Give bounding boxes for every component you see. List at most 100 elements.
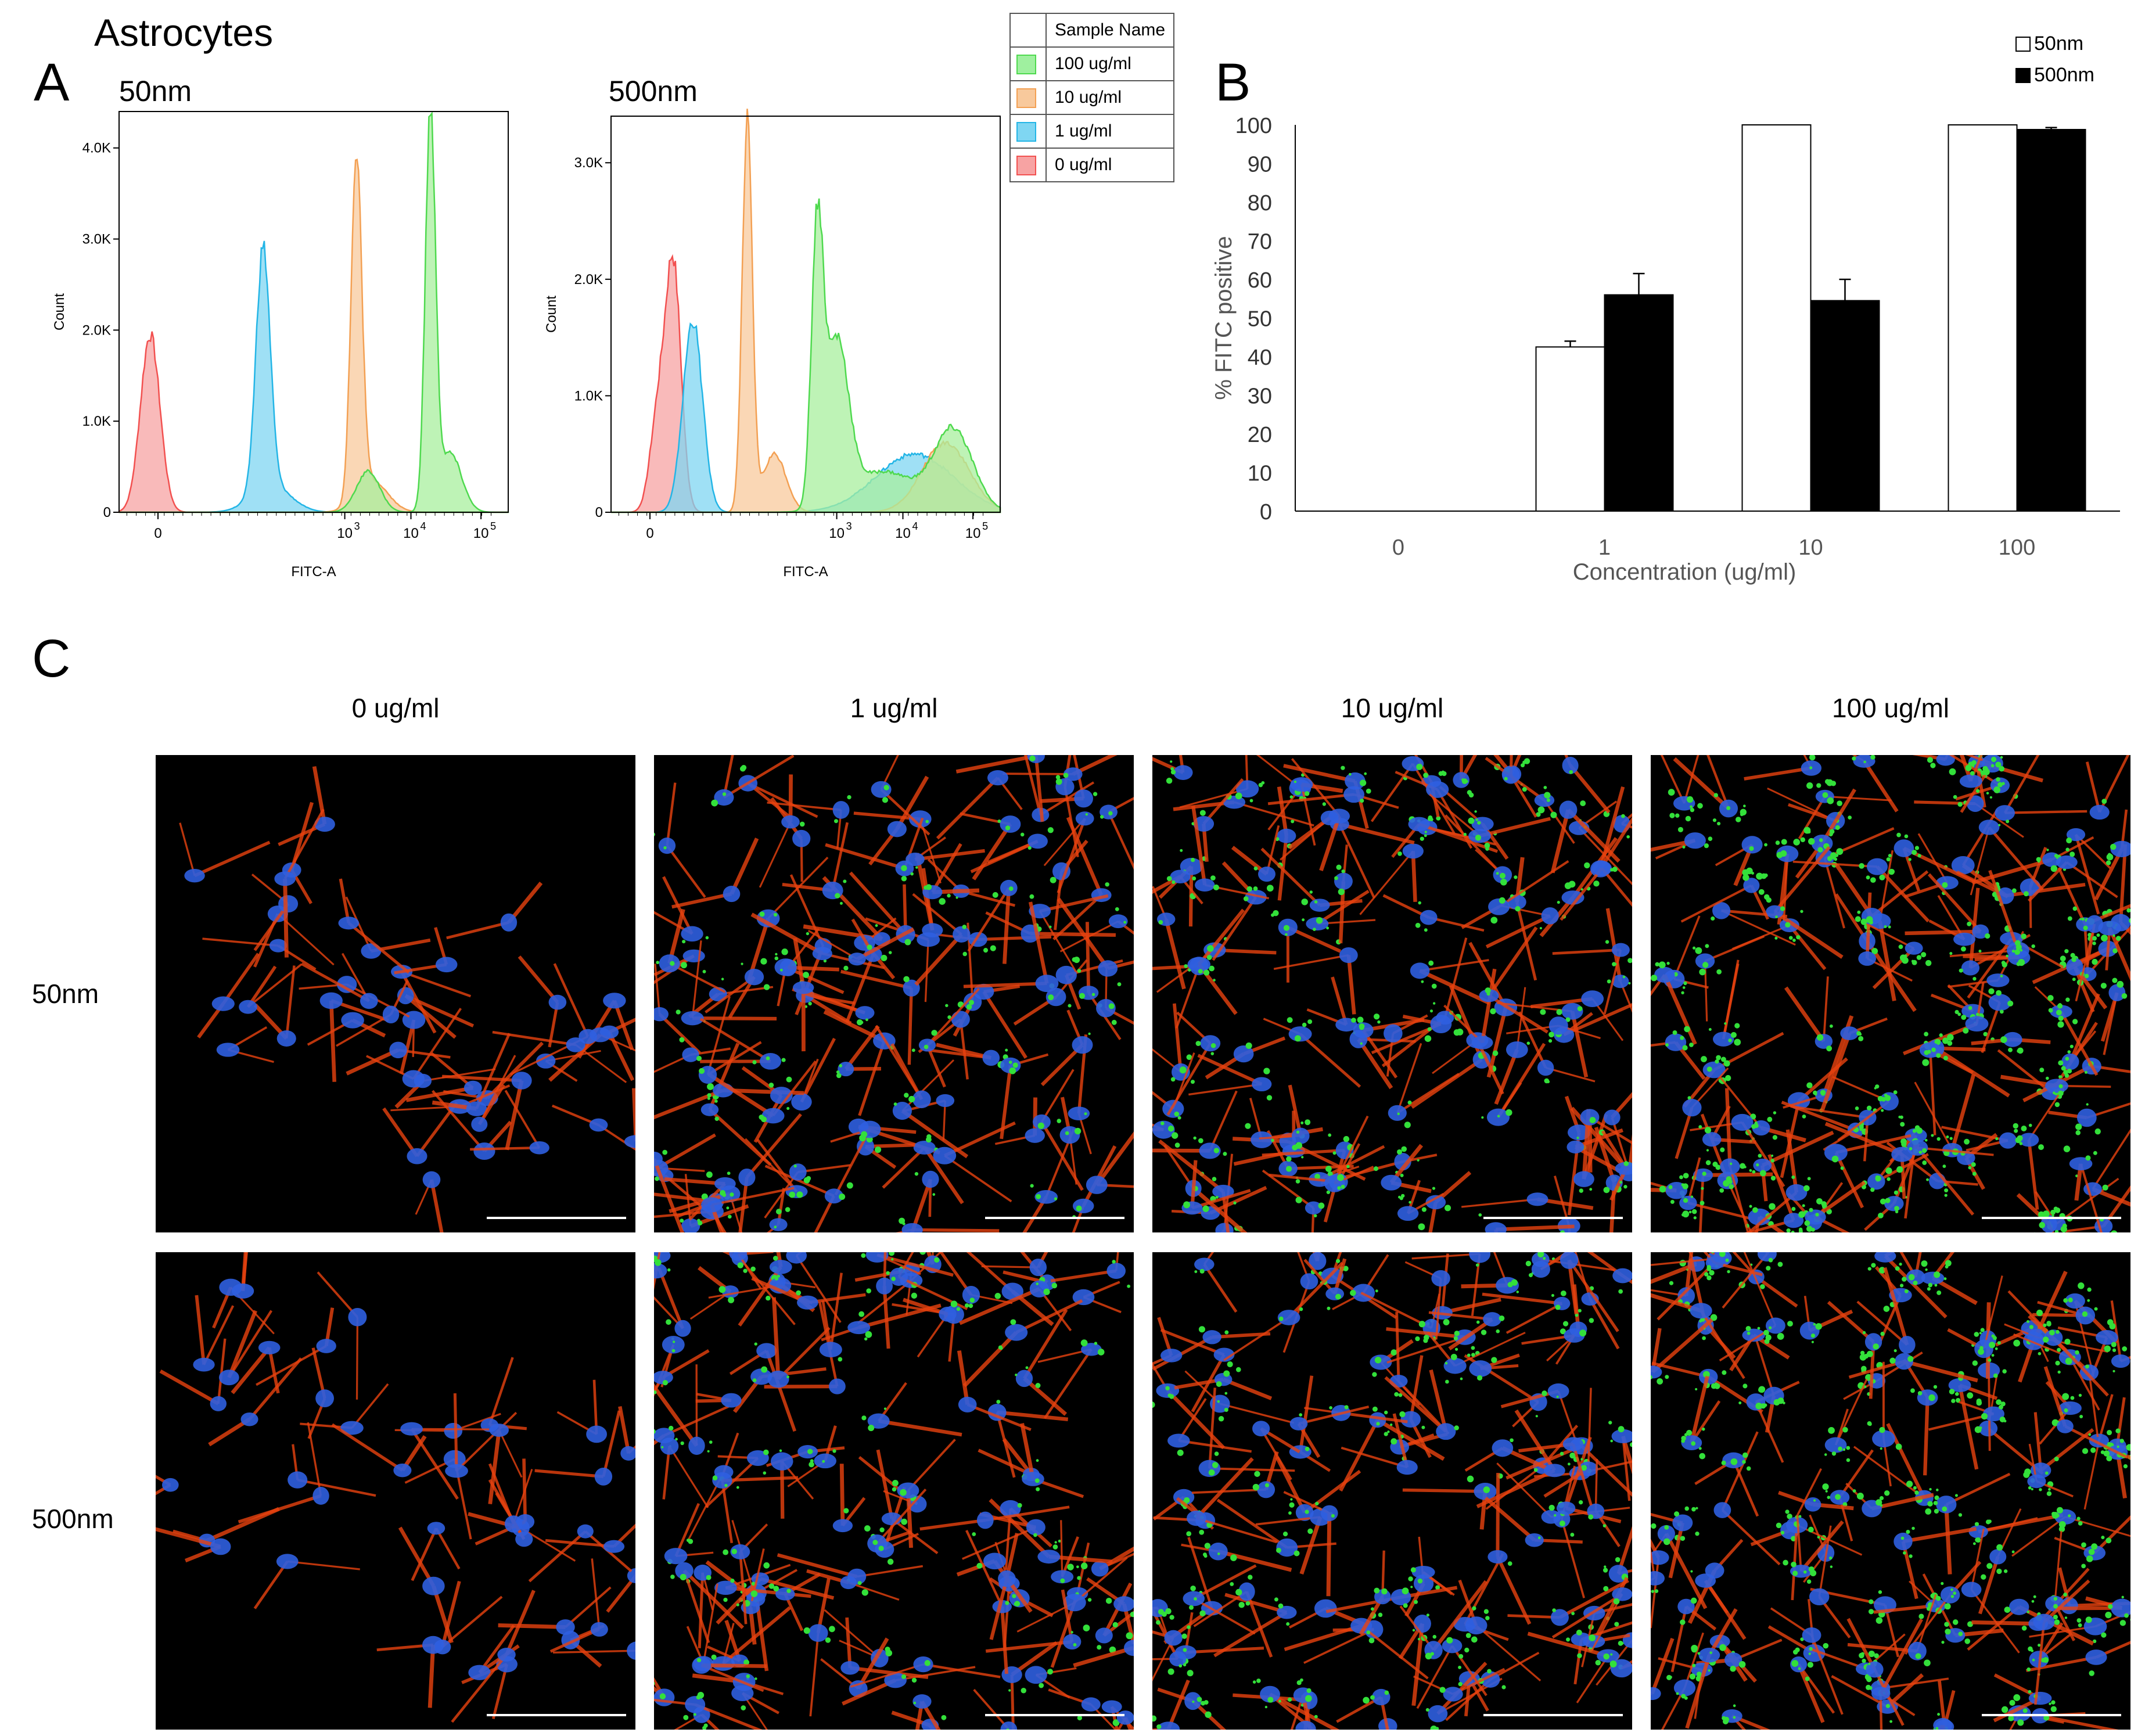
cell-nucleus	[1550, 1609, 1569, 1626]
particle-signal	[1735, 817, 1741, 822]
particle-signal	[1417, 1578, 1423, 1584]
cell-nucleus	[1033, 1114, 1051, 1130]
particle-signal	[1253, 866, 1258, 871]
cell-process	[1428, 1311, 1493, 1321]
cell-process	[1179, 755, 1185, 773]
particle-signal	[1912, 1526, 1915, 1530]
particle-signal	[2052, 1091, 2056, 1095]
particle-signal	[1076, 1565, 1079, 1569]
particle-signal	[1716, 1055, 1721, 1061]
cell-process	[1574, 1252, 1591, 1300]
particle-signal	[1817, 847, 1823, 853]
cell-nucleus	[1785, 1184, 1808, 1201]
particle-signal	[1183, 1663, 1187, 1667]
particle-signal	[1682, 1183, 1688, 1189]
particle-signal	[1756, 1163, 1759, 1167]
particle-signal	[1252, 1483, 1260, 1491]
particle-signal	[1370, 1695, 1375, 1700]
particle-signal	[1520, 763, 1525, 768]
particle-signal	[773, 1256, 778, 1261]
cell-process	[739, 1551, 748, 1624]
particle-signal	[904, 1092, 909, 1098]
particle-signal	[1708, 836, 1713, 841]
particle-signal	[768, 1583, 775, 1589]
particle-signal	[1609, 1660, 1617, 1667]
cell-nucleus	[1748, 1208, 1771, 1225]
particle-signal	[2096, 933, 2100, 937]
particle-signal	[1927, 1049, 1931, 1054]
particle-signal	[1399, 1411, 1406, 1418]
particle-signal	[1008, 886, 1014, 892]
particle-signal	[919, 1252, 926, 1255]
cell-nucleus	[913, 1140, 936, 1155]
cell-nucleus	[1152, 1120, 1175, 1139]
particle-signal	[1913, 1280, 1918, 1285]
particle-signal	[1681, 1694, 1686, 1699]
particle-signal	[1446, 1637, 1453, 1644]
particle-signal	[1612, 962, 1616, 966]
cell-nucleus	[1894, 839, 1914, 857]
particle-signal	[2082, 1448, 2089, 1454]
particle-signal	[1301, 1156, 1304, 1159]
particle-signal	[763, 984, 770, 990]
particle-signal	[1359, 1023, 1365, 1029]
particle-signal	[1555, 1304, 1561, 1310]
particle-signal	[1123, 921, 1127, 924]
particle-signal	[1829, 829, 1835, 835]
particle-signal	[666, 1319, 671, 1325]
particle-signal	[1975, 1012, 1979, 1016]
particle-signal	[1874, 1653, 1879, 1659]
cell-nucleus	[1961, 1582, 1982, 1598]
cell-process	[1576, 1655, 1609, 1703]
particle-signal	[950, 1300, 958, 1308]
cell-nucleus	[848, 953, 866, 966]
cell-nucleus	[1345, 772, 1366, 790]
particle-signal	[730, 1192, 734, 1197]
particle-signal	[1403, 1603, 1408, 1608]
particle-signal	[1224, 1330, 1229, 1335]
cell-process	[1496, 1472, 1500, 1557]
cell-process	[1300, 784, 1316, 846]
cell-process	[1326, 1513, 1332, 1597]
particle-signal	[1253, 886, 1258, 891]
particle-signal	[2122, 1346, 2128, 1352]
particle-signal	[1402, 1587, 1409, 1595]
cell-process	[850, 1666, 929, 1679]
particle-signal	[743, 1659, 750, 1666]
cell-nucleus	[1260, 1685, 1280, 1703]
cell-nucleus	[232, 1283, 254, 1299]
particle-signal	[924, 1660, 930, 1666]
cell-nucleus	[1194, 1257, 1215, 1271]
cell-nucleus	[769, 1260, 792, 1274]
cell-nucleus	[422, 1636, 444, 1654]
particle-signal	[1191, 858, 1195, 862]
cell-nucleus	[1824, 1144, 1848, 1162]
particle-signal	[2051, 1700, 2056, 1705]
particle-signal	[903, 976, 910, 983]
micrograph-50nm-10	[1152, 755, 1632, 1232]
particle-signal	[1810, 1334, 1816, 1338]
particle-signal	[711, 1654, 717, 1660]
cell-nucleus	[210, 1396, 227, 1411]
cell-process	[1454, 1331, 1526, 1367]
particle-signal	[1822, 792, 1828, 798]
cell-process	[856, 927, 915, 961]
particle-signal	[1838, 1446, 1842, 1451]
cell-nucleus	[840, 1576, 857, 1590]
particle-signal	[1942, 1037, 1949, 1044]
cell-process	[592, 1379, 598, 1435]
cell-nucleus	[723, 886, 741, 903]
particle-signal	[696, 1695, 701, 1700]
cell-nucleus	[744, 968, 764, 986]
particle-signal	[1883, 1306, 1890, 1312]
particle-signal	[1610, 1653, 1613, 1656]
cell-process	[829, 1273, 843, 1350]
particle-signal	[1008, 1689, 1011, 1692]
cell-process	[1820, 788, 1856, 844]
cell-process	[1720, 910, 1796, 946]
particle-signal	[1917, 854, 1921, 858]
particle-signal	[972, 1532, 976, 1536]
particle-signal	[1924, 1659, 1931, 1666]
cell-nucleus	[1106, 1263, 1126, 1279]
particle-signal	[1212, 1462, 1219, 1468]
